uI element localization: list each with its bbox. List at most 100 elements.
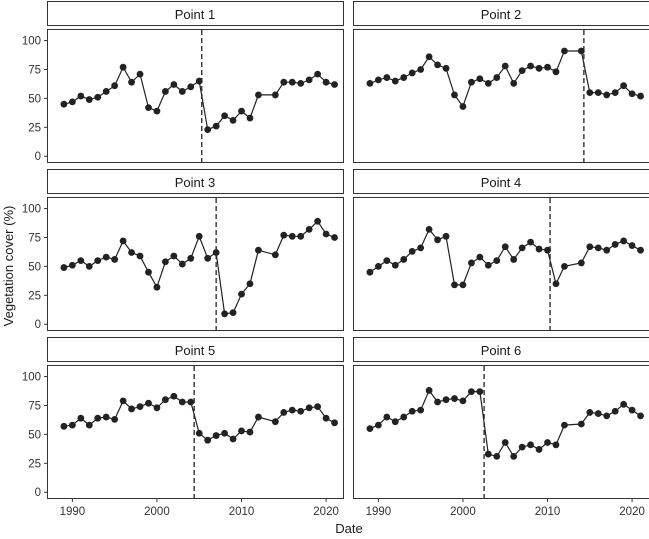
- data-point: [238, 290, 245, 298]
- y-tick-label: 100: [22, 372, 41, 384]
- data-point: [442, 232, 450, 240]
- y-tick-label: 0: [35, 319, 41, 331]
- data-point: [187, 398, 195, 406]
- data-point: [501, 243, 509, 251]
- data-point: [620, 400, 628, 408]
- data-point: [637, 246, 644, 254]
- data-point: [255, 413, 262, 421]
- data-point: [451, 91, 458, 99]
- data-point: [425, 387, 433, 394]
- data-point: [366, 425, 374, 433]
- data-point: [594, 89, 602, 97]
- data-point: [468, 259, 475, 267]
- data-point: [603, 246, 611, 254]
- data-point: [391, 77, 399, 85]
- data-point: [314, 70, 322, 78]
- y-tick-label: 100: [22, 204, 41, 216]
- series-line: [369, 228, 641, 286]
- data-point: [391, 261, 399, 269]
- data-point: [229, 116, 237, 124]
- data-point: [611, 241, 619, 248]
- data-point: [322, 78, 330, 86]
- data-point: [459, 397, 467, 405]
- data-point: [594, 244, 602, 252]
- data-point: [417, 406, 425, 414]
- panel-strip: [353, 337, 649, 362]
- data-point: [271, 91, 279, 99]
- data-point: [451, 395, 458, 402]
- data-point: [85, 262, 93, 270]
- panels-layer: Point 1 0 25 50 75 100 Point 2 Point 3 0 25 50 75 10…: [22, 1, 649, 518]
- data-point: [204, 436, 212, 444]
- data-point: [85, 421, 93, 429]
- panel-strip: [47, 337, 344, 362]
- data-point: [374, 262, 382, 270]
- panel-strip: [353, 1, 649, 26]
- data-point: [305, 225, 313, 233]
- y-tick-label: 25: [28, 458, 41, 470]
- data-point: [451, 281, 458, 289]
- data-point: [628, 242, 636, 249]
- x-tick-label: 2000: [450, 506, 476, 518]
- x-tick-label: 1990: [366, 506, 392, 518]
- data-point: [128, 405, 135, 413]
- data-point: [383, 257, 391, 265]
- data-point: [145, 399, 152, 407]
- panel-4: Point 4: [353, 169, 649, 331]
- panel-strip: [47, 1, 344, 26]
- data-point: [417, 66, 425, 73]
- data-point: [178, 398, 186, 406]
- data-point: [128, 78, 135, 86]
- data-point: [518, 443, 526, 451]
- data-point: [501, 439, 509, 446]
- data-point: [187, 83, 195, 91]
- data-point: [68, 98, 76, 106]
- y-tick-label: 75: [28, 64, 41, 76]
- data-point: [297, 232, 305, 240]
- y-axis-title: Vegetation cover (%): [1, 206, 16, 327]
- panel-title: Point 6: [481, 343, 521, 358]
- data-point: [314, 217, 322, 225]
- data-point: [195, 429, 203, 437]
- data-point: [400, 413, 408, 421]
- data-point: [221, 429, 229, 437]
- data-point: [442, 64, 450, 72]
- data-point: [111, 415, 119, 423]
- data-point: [527, 441, 534, 449]
- data-point: [586, 243, 594, 251]
- data-point: [136, 252, 144, 260]
- data-point: [280, 409, 288, 416]
- data-point: [102, 88, 110, 95]
- x-tick-label: 2020: [619, 506, 645, 518]
- data-point: [288, 406, 296, 414]
- data-point: [68, 261, 76, 269]
- data-point: [68, 421, 76, 429]
- data-point: [374, 421, 382, 429]
- data-point: [212, 432, 220, 439]
- data-point: [212, 122, 220, 130]
- y-tick-label: 50: [28, 429, 41, 441]
- y-tick-label: 50: [28, 261, 41, 273]
- data-point: [611, 89, 619, 97]
- data-point: [484, 450, 492, 458]
- data-point: [476, 388, 484, 395]
- data-point: [527, 238, 534, 246]
- data-point: [561, 421, 568, 429]
- panel-5: Point 5 0 25 50 75 100 1990 2000 2010 2020: [22, 337, 344, 518]
- data-point: [637, 92, 644, 100]
- data-point: [476, 75, 484, 83]
- data-point: [162, 88, 169, 95]
- data-point: [628, 90, 636, 98]
- x-axis-title: Date: [335, 521, 362, 536]
- data-point: [111, 256, 119, 263]
- y-tick-label: 75: [28, 232, 41, 244]
- data-point: [331, 419, 338, 427]
- panel-6: Point 6 1990 2000 2010 2020: [353, 337, 649, 518]
- series-line: [369, 389, 641, 458]
- data-point: [111, 82, 119, 90]
- x-tick-label: 2020: [313, 506, 339, 518]
- data-point: [400, 74, 408, 81]
- data-point: [366, 268, 374, 276]
- data-point: [305, 404, 313, 412]
- data-point: [434, 236, 441, 244]
